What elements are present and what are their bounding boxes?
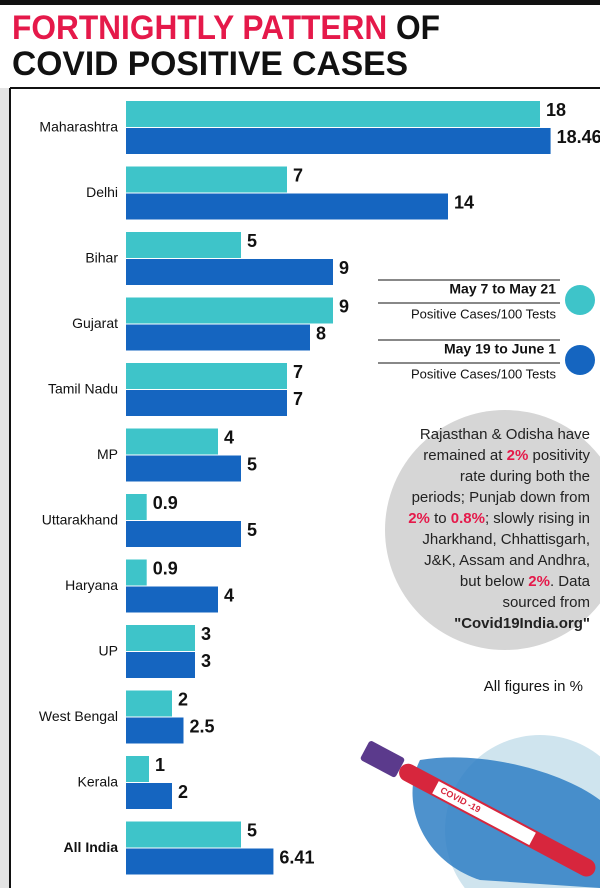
annotation-text: Rajasthan & Odisha have remained at bbox=[419, 426, 590, 464]
legend-swatch bbox=[565, 345, 595, 375]
bar bbox=[126, 717, 184, 744]
value-label: 18 bbox=[546, 100, 566, 120]
vial: COVID -19 bbox=[360, 741, 596, 877]
value-label: 7 bbox=[293, 389, 303, 409]
bar bbox=[126, 783, 172, 809]
value-label: 7 bbox=[293, 165, 303, 185]
bar bbox=[126, 390, 287, 416]
bar bbox=[126, 297, 333, 324]
value-label: 6.41 bbox=[279, 847, 314, 867]
value-label: 5 bbox=[247, 231, 257, 251]
legend-note: Positive Cases/100 Tests bbox=[411, 306, 556, 321]
value-label: 5 bbox=[247, 454, 257, 474]
value-label: 14 bbox=[454, 192, 474, 212]
bar bbox=[126, 756, 149, 782]
value-label: 7 bbox=[293, 362, 303, 382]
legend-note: Positive Cases/100 Tests bbox=[411, 366, 556, 381]
y-tick-label: Delhi bbox=[86, 184, 118, 200]
chart-title: COVID POSITIVE CASES bbox=[12, 45, 408, 83]
bar bbox=[126, 521, 241, 547]
value-label: 3 bbox=[201, 651, 211, 671]
value-label: 4 bbox=[224, 427, 234, 447]
bar bbox=[126, 690, 172, 717]
annotation-text: 2% bbox=[528, 573, 550, 590]
bar bbox=[126, 232, 241, 258]
annotation-text: 2% bbox=[506, 447, 529, 464]
value-label: 9 bbox=[339, 296, 349, 316]
value-label: 2.5 bbox=[190, 716, 215, 736]
annotation-text: ; slowly rising in Jharkhand, Chhattisga… bbox=[422, 510, 590, 590]
annotation: Rajasthan & Odisha have remained at 2% p… bbox=[408, 424, 590, 634]
illustration: COVID -19 bbox=[360, 735, 600, 888]
title-part: OF bbox=[396, 9, 440, 47]
annotation-text: "Covid19India.org" bbox=[454, 615, 590, 632]
value-label: 5 bbox=[247, 520, 257, 540]
value-label: 2 bbox=[178, 782, 188, 802]
bar bbox=[126, 363, 287, 389]
bar bbox=[126, 324, 310, 351]
bar bbox=[126, 848, 274, 875]
value-label: 0.9 bbox=[153, 558, 178, 578]
bar bbox=[126, 625, 195, 651]
bar bbox=[126, 428, 218, 455]
chart-title: FORTNIGHTLY PATTERN OF bbox=[12, 9, 440, 47]
value-label: 3 bbox=[201, 624, 211, 644]
annotation-bubble bbox=[385, 410, 600, 650]
value-label: 0.9 bbox=[153, 493, 178, 513]
y-tick-label: MP bbox=[97, 446, 118, 462]
y-tick-label: Kerala bbox=[78, 774, 119, 790]
annotation-text: positivity rate during both the periods;… bbox=[411, 447, 590, 506]
y-tick-label: Tamil Nadu bbox=[48, 381, 118, 397]
note: All figures in % bbox=[484, 678, 583, 695]
value-label: 4 bbox=[224, 585, 234, 605]
annotation-text: 2% bbox=[408, 510, 430, 527]
top-rule bbox=[0, 0, 600, 5]
bar bbox=[126, 494, 147, 520]
bar bbox=[126, 652, 195, 678]
y-tick-label: UP bbox=[99, 643, 118, 659]
bar bbox=[126, 101, 540, 127]
legend-label: May 19 to June 1 bbox=[444, 341, 556, 357]
bar bbox=[126, 166, 287, 193]
value-label: 8 bbox=[316, 323, 326, 343]
bar bbox=[126, 821, 241, 848]
bar bbox=[126, 193, 448, 220]
value-label: 9 bbox=[339, 258, 349, 278]
annotation-text: . Data sourced from bbox=[502, 573, 590, 611]
annotation-text: to bbox=[429, 510, 451, 527]
y-tick-label: Haryana bbox=[65, 577, 118, 593]
side-strip bbox=[0, 88, 10, 888]
y-tick-label: All India bbox=[64, 839, 119, 855]
legend-swatch bbox=[565, 285, 595, 315]
bar bbox=[126, 128, 551, 154]
bar bbox=[126, 586, 218, 613]
value-label: 1 bbox=[155, 755, 165, 775]
y-tick-label: Maharashtra bbox=[39, 119, 118, 135]
vial-label-bg bbox=[432, 781, 536, 846]
value-label: 18.46 bbox=[557, 127, 600, 147]
annotation-text: 0.8% bbox=[450, 510, 485, 527]
title-highlight: FORTNIGHTLY PATTERN bbox=[12, 9, 387, 47]
bar bbox=[126, 259, 333, 285]
y-tick-label: West Bengal bbox=[39, 708, 118, 724]
legend-label: May 7 to May 21 bbox=[449, 281, 556, 297]
value-label: 5 bbox=[247, 820, 257, 840]
vial-cap bbox=[360, 741, 405, 778]
bar bbox=[126, 455, 241, 482]
value-label: 2 bbox=[178, 689, 188, 709]
y-tick-label: Uttarakhand bbox=[42, 512, 118, 528]
y-tick-label: Bihar bbox=[85, 250, 118, 266]
y-tick-label: Gujarat bbox=[72, 315, 118, 331]
bar bbox=[126, 559, 147, 586]
